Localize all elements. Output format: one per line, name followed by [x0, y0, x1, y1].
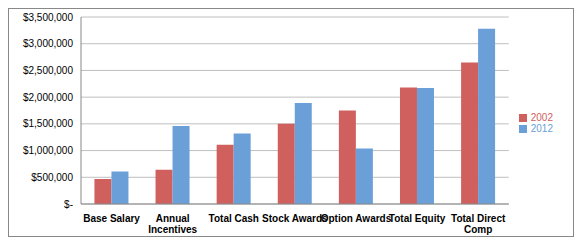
svg-text:$1,000,000: $1,000,000: [23, 145, 73, 156]
svg-text:Total Equity: Total Equity: [389, 213, 446, 224]
svg-text:$2,000,000: $2,000,000: [23, 92, 73, 103]
html-text:2012: 2012: [530, 122, 553, 134]
svg-text:AnnualIncentives: AnnualIncentives: [148, 213, 197, 235]
svg-text:$500,000: $500,000: [31, 172, 73, 183]
svg-text:Total DirectComp: Total DirectComp: [451, 213, 506, 235]
svg-text:$3,500,000: $3,500,000: [23, 12, 73, 23]
svg-text:Option Awards: Option Awards: [321, 213, 392, 224]
svg-text:Total Cash: Total Cash: [209, 213, 259, 224]
svg-text:$1,500,000: $1,500,000: [23, 118, 73, 129]
svg-text:$2,500,000: $2,500,000: [23, 65, 73, 76]
svg-text:Stock Awards: Stock Awards: [262, 213, 328, 224]
html-text:2002: 2002: [530, 111, 553, 123]
svg-text:$3,000,000: $3,000,000: [23, 38, 73, 49]
svg-text:Base Salary: Base Salary: [83, 213, 140, 224]
svg-text:$-: $-: [64, 199, 73, 210]
